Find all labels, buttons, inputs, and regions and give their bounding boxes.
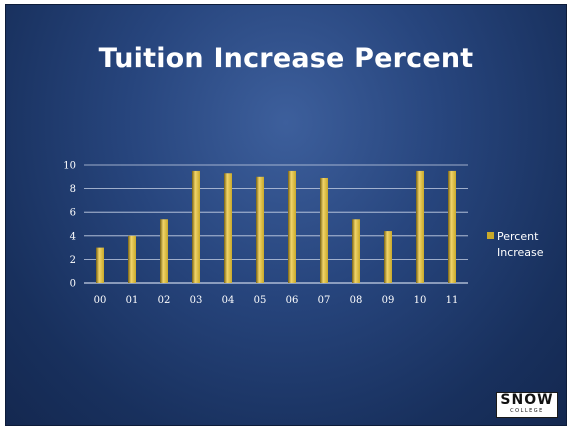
bar-06 <box>288 170 296 283</box>
bar-00 <box>96 247 104 283</box>
x-tick-label: 03 <box>190 295 203 306</box>
x-tick-label: 00 <box>94 295 107 306</box>
y-tick-label: 6 <box>70 208 76 219</box>
bar-11 <box>448 170 456 283</box>
bar-05 <box>256 176 264 283</box>
logo-subtext: COLLEGE <box>510 408 544 414</box>
slide-title: Tuition Increase Percent <box>98 43 474 74</box>
y-axis-ticks: 0 2 4 6 8 10 <box>63 161 76 290</box>
college-logo: SNOW COLLEGE <box>496 392 558 418</box>
y-tick-label: 10 <box>63 161 76 172</box>
bar-01 <box>128 235 136 283</box>
x-axis-ticks: 00 01 02 03 04 05 06 07 08 09 10 11 <box>94 295 459 306</box>
slide: Tuition Increase Percent 0 2 4 6 8 10 00 01 02 0… <box>6 5 566 425</box>
bar-02 <box>160 219 168 283</box>
chart-gridlines <box>84 164 468 284</box>
x-tick-label: 07 <box>318 295 331 306</box>
x-tick-label: 11 <box>446 295 459 306</box>
chart-legend: Percent Increase <box>487 230 544 259</box>
x-tick-label: 10 <box>414 295 427 306</box>
legend-swatch <box>487 232 494 239</box>
bar-04 <box>224 173 232 283</box>
legend-label-line-2: Increase <box>497 246 544 259</box>
x-tick-label: 08 <box>350 295 363 306</box>
y-tick-label: 2 <box>70 255 76 266</box>
x-tick-label: 01 <box>126 295 139 306</box>
y-tick-label: 8 <box>70 184 76 195</box>
bar-03 <box>192 170 200 283</box>
x-tick-label: 06 <box>286 295 299 306</box>
chart-bars <box>96 170 456 283</box>
x-tick-label: 09 <box>382 295 395 306</box>
y-tick-label: 4 <box>70 231 76 242</box>
bar-09 <box>384 231 392 283</box>
x-tick-label: 05 <box>254 295 267 306</box>
bar-10 <box>416 170 424 283</box>
bar-07 <box>320 177 328 283</box>
x-tick-label: 04 <box>222 295 235 306</box>
bar-08 <box>352 219 360 283</box>
x-tick-label: 02 <box>158 295 171 306</box>
y-tick-label: 0 <box>70 279 76 290</box>
legend-label-line-1: Percent <box>497 230 539 243</box>
logo-wordmark: SNOW <box>500 392 554 408</box>
